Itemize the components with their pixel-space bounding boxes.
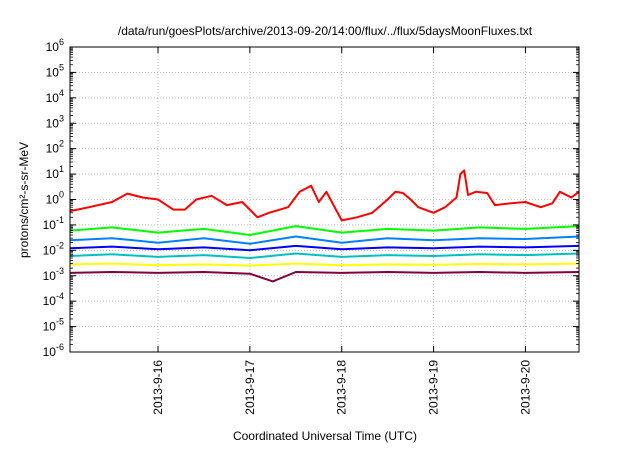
y-axis-label: protons/cm²-s-sr-MeV (17, 142, 31, 258)
chart-title: /data/run/goesPlots/archive/2013-09-20/1… (118, 24, 533, 38)
y-tick-label: 10-1 (43, 215, 64, 232)
series-line-5 (69, 252, 580, 259)
y-tick-label: 10-3 (43, 266, 64, 283)
x-tick-label: 2013-9-18 (335, 360, 349, 415)
x-tick-label: 2013-9-16 (151, 360, 165, 415)
series-line-3 (69, 235, 580, 245)
y-tick-label: 105 (46, 62, 64, 79)
y-tick-label: 104 (46, 88, 64, 105)
series-line-1 (69, 169, 580, 222)
y-tick-label: 103 (46, 113, 64, 130)
series-line-2 (69, 225, 580, 236)
y-tick-label: 10-6 (43, 342, 64, 359)
y-tick-label: 106 (46, 37, 64, 54)
x-tick-label: 2013-9-19 (427, 360, 441, 415)
x-tick-label: 2013-9-20 (518, 360, 532, 415)
y-tick-label: 10-2 (43, 240, 64, 257)
grid-lines (70, 46, 579, 353)
y-tick-label: 100 (46, 190, 64, 207)
y-tick-label: 10-5 (43, 317, 64, 334)
series-line-6 (69, 262, 580, 267)
axis-ticks: 10-6 10-5 10-4 10-3 10-2 10-1 100 101 102 103 104 1… (43, 37, 579, 415)
x-tick-label: 2013-9-17 (243, 360, 257, 415)
series-line-7 (69, 271, 580, 283)
data-series (69, 169, 580, 283)
y-tick-label: 102 (46, 139, 64, 156)
x-axis-label: Coordinated Universal Time (UTC) (233, 429, 417, 443)
series-line-4 (69, 244, 580, 252)
y-tick-label: 10-4 (43, 291, 64, 308)
y-tick-label: 101 (46, 164, 64, 181)
